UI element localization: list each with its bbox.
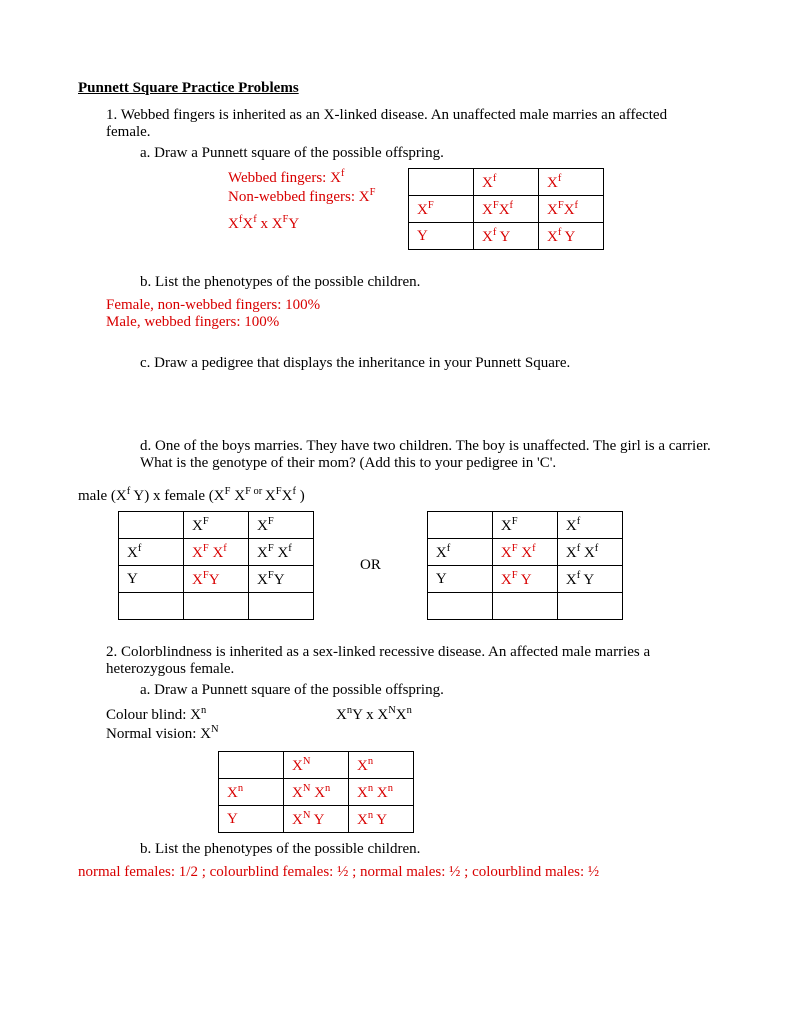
cross-x: x xyxy=(257,216,272,232)
cell-empty xyxy=(219,752,284,779)
cell: XN xyxy=(284,752,349,779)
cell: Xn xyxy=(219,779,284,806)
q2-cross: XnY x XNXn xyxy=(336,705,412,724)
q1b-answer2: Male, webbed fingers: 100% xyxy=(106,314,713,331)
cell: Y xyxy=(119,566,184,593)
q2b-answer: normal females: 1/2 ; colourblind female… xyxy=(78,864,713,881)
cell: XFY xyxy=(184,566,249,593)
cell: Xn xyxy=(349,752,414,779)
cell: XFXf xyxy=(539,196,604,223)
cell: XN Y xyxy=(284,806,349,833)
cell: Xf Xf xyxy=(557,539,622,566)
q2b-text: List the phenotypes of the possible chil… xyxy=(155,841,420,857)
page-title: Punnett Square Practice Problems xyxy=(78,80,713,97)
q1d: d. One of the boys marries. They have tw… xyxy=(140,438,713,472)
cell: XF xyxy=(184,512,249,539)
q1d-text: One of the boys marries. They have two c… xyxy=(140,438,711,471)
q1a-prefix: a. xyxy=(140,145,150,161)
cell-empty xyxy=(119,512,184,539)
allele: X xyxy=(272,216,283,232)
q2-text: Colorblindness is inherited as a sex-lin… xyxy=(106,644,650,677)
cell: XFXf xyxy=(474,196,539,223)
q1-number: 1. xyxy=(106,107,117,123)
q1-legend: Webbed fingers: Xf Non-webbed fingers: X… xyxy=(228,168,388,233)
cell-empty xyxy=(492,593,557,620)
q1-text: Webbed fingers is inherited as an X-link… xyxy=(106,107,667,140)
allele: X xyxy=(228,216,239,232)
cell: Xf Y xyxy=(539,223,604,250)
cell-empty xyxy=(249,593,314,620)
cell-empty xyxy=(409,169,474,196)
q1a-text: Draw a Punnett square of the possible of… xyxy=(154,145,444,161)
cell: Xn Y xyxy=(349,806,414,833)
q1b-prefix: b. xyxy=(140,274,151,290)
cell: XF Xf xyxy=(492,539,557,566)
q2b: b. List the phenotypes of the possible c… xyxy=(140,841,713,858)
q2a-text: Draw a Punnett square of the possible of… xyxy=(154,682,444,698)
q1d-cross: male (Xf Y) x female (XF XF or XFXf ) xyxy=(78,486,713,505)
cell: Xf xyxy=(474,169,539,196)
cell-empty xyxy=(427,593,492,620)
q2a-prefix: a. xyxy=(140,682,150,698)
cell: XN Xn xyxy=(284,779,349,806)
cell: Y xyxy=(219,806,284,833)
cell: XFY xyxy=(249,566,314,593)
q1b-text: List the phenotypes of the possible chil… xyxy=(155,274,420,290)
q2-number: 2. xyxy=(106,644,117,660)
cell-empty xyxy=(184,593,249,620)
cell: Xn Xn xyxy=(349,779,414,806)
cell: XF Y xyxy=(492,566,557,593)
cell-empty xyxy=(119,593,184,620)
q2b-prefix: b. xyxy=(140,841,151,857)
q1d-prefix: d. xyxy=(140,438,151,454)
sup: f xyxy=(341,168,345,179)
cell: XF Xf xyxy=(184,539,249,566)
cell: Xf xyxy=(427,539,492,566)
q1-stem: 1. Webbed fingers is inherited as an X-l… xyxy=(106,107,713,141)
cell: Xf xyxy=(557,512,622,539)
cell: XF xyxy=(249,512,314,539)
punnett-square-1: Xf Xf XF XFXf XFXf Y Xf Y Xf Y xyxy=(408,168,604,250)
q1b-answer1: Female, non-webbed fingers: 100% xyxy=(106,297,713,314)
cell-empty xyxy=(557,593,622,620)
cell: Xf Y xyxy=(557,566,622,593)
q1c-prefix: c. xyxy=(140,355,150,371)
cell: Y xyxy=(427,566,492,593)
q1c: c. Draw a pedigree that displays the inh… xyxy=(140,355,713,372)
cell: Xf Y xyxy=(474,223,539,250)
cell: Xf xyxy=(119,539,184,566)
allele: X xyxy=(242,216,253,232)
or-label: OR xyxy=(360,557,381,574)
sup: F xyxy=(370,187,376,198)
cell: XF Xf xyxy=(249,539,314,566)
cell: Y xyxy=(409,223,474,250)
punnett-square-2: XN Xn Xn XN Xn Xn Xn Y XN Y Xn Y xyxy=(218,751,414,833)
q1-legend-non: Non-webbed fingers: X xyxy=(228,189,370,205)
q1a: a. Draw a Punnett square of the possible… xyxy=(140,145,713,162)
allele: Y xyxy=(288,216,299,232)
punnett-square-1d-a: XF XF Xf XF Xf XF Xf Y XFY XFY xyxy=(118,511,314,620)
q2a: a. Draw a Punnett square of the possible… xyxy=(140,682,713,699)
q1-legend-webbed: Webbed fingers: X xyxy=(228,170,341,186)
cell: XF xyxy=(492,512,557,539)
cell-empty xyxy=(427,512,492,539)
q1c-text: Draw a pedigree that displays the inheri… xyxy=(154,355,570,371)
q2-stem: 2. Colorblindness is inherited as a sex-… xyxy=(106,644,713,678)
cell: XF xyxy=(409,196,474,223)
q1b: b. List the phenotypes of the possible c… xyxy=(140,274,713,291)
q2-legend: Colour blind: Xn Normal vision: XN xyxy=(106,705,336,743)
cell: Xf xyxy=(539,169,604,196)
punnett-square-1d-b: XF Xf Xf XF Xf Xf Xf Y XF Y Xf Y xyxy=(427,511,623,620)
q1-cross: XfXf x XFY xyxy=(228,214,388,233)
